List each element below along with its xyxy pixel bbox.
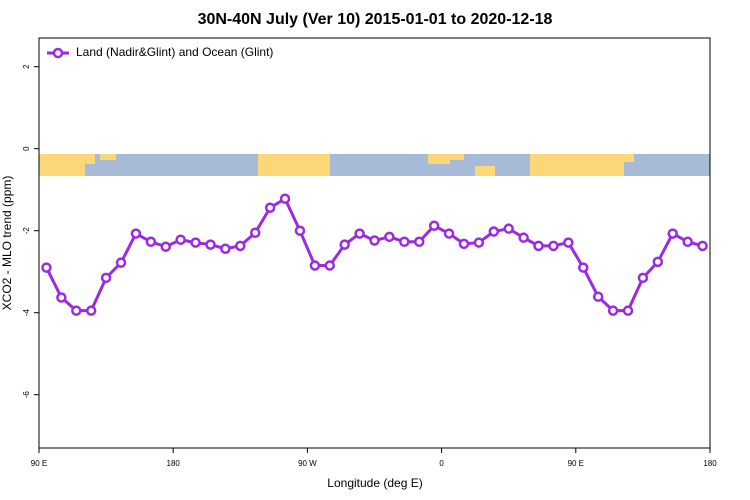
x-tick-label: 180: [167, 459, 181, 468]
data-point: [249, 227, 261, 238]
data-point: [71, 305, 82, 316]
data-point: [324, 260, 336, 271]
data-point: [85, 305, 97, 316]
data-point: [115, 257, 127, 268]
data-point: [369, 235, 380, 246]
data-point: [428, 220, 440, 232]
data-point: [41, 262, 52, 273]
data-point: [220, 243, 231, 254]
y-axis-label: XCO2 - MLO trend (ppm): [0, 176, 14, 311]
data-point: [413, 236, 425, 248]
legend-marker: [52, 47, 64, 59]
data-point: [533, 240, 544, 252]
data-point: [473, 237, 485, 248]
x-tick-label: 180: [703, 459, 717, 468]
data-point: [458, 238, 470, 250]
data-point: [578, 262, 589, 273]
data-point: [652, 256, 664, 268]
data-point: [443, 228, 455, 239]
data-point: [399, 236, 410, 248]
data-point: [279, 193, 291, 204]
data-point: [682, 236, 693, 248]
data-point: [264, 202, 276, 213]
y-tick-label: -4: [22, 309, 31, 317]
data-point: [145, 236, 157, 248]
plot-frame: [38, 37, 711, 449]
map-strip: [39, 154, 710, 176]
data-point: [697, 240, 708, 252]
data-point: [518, 232, 529, 243]
data-point: [175, 234, 186, 245]
x-tick-label: 0: [439, 459, 444, 468]
data-point: [592, 291, 604, 302]
x-tick-label: 90 W: [298, 459, 317, 468]
data-point: [488, 226, 500, 237]
y-tick-label: 2: [22, 64, 31, 69]
data-point: [100, 272, 112, 284]
chart-title: 30N-40N July (Ver 10) 2015-01-01 to 2020…: [198, 11, 553, 28]
data-point: [607, 305, 619, 316]
data-point: [309, 260, 321, 271]
data-point: [637, 272, 649, 284]
data-point: [548, 240, 559, 252]
data-point: [667, 228, 678, 239]
data-point: [235, 240, 246, 252]
y-tick-label: -2: [22, 227, 31, 235]
data-point: [354, 228, 365, 239]
data-point: [294, 225, 306, 236]
y-tick-label: 0: [22, 146, 31, 151]
data-point: [190, 237, 201, 248]
data-point: [339, 239, 350, 250]
data-point: [160, 241, 171, 252]
data-point: [56, 292, 67, 303]
series-line: [45, 196, 703, 313]
data-point: [384, 231, 395, 243]
x-axis-label: Longitude (deg E): [327, 476, 422, 490]
data-point: [622, 305, 634, 316]
data-point: [130, 228, 142, 239]
legend-label: Land (Nadir&Glint) and Ocean (Glint): [76, 45, 273, 59]
data-point: [563, 237, 574, 248]
data-point: [205, 239, 216, 250]
data-point: [503, 223, 514, 234]
y-tick-label: -6: [22, 391, 31, 399]
x-tick-label: 90 E: [31, 459, 47, 468]
x-tick-label: 90 E: [568, 459, 584, 468]
